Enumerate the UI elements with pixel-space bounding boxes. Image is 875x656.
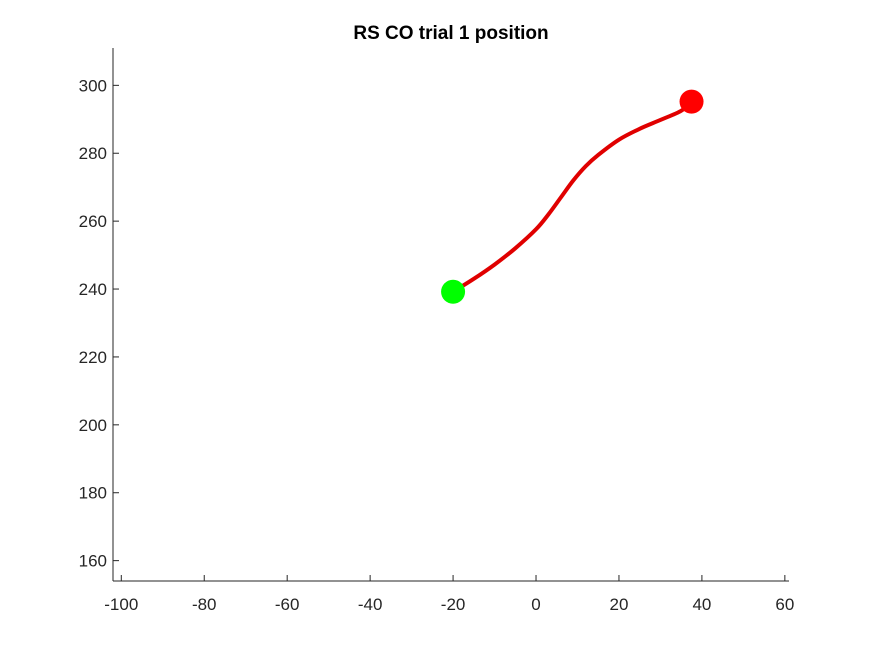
y-tick-label: 160 [79,552,107,571]
x-tick-label: -60 [275,595,300,614]
y-tick-label: 240 [79,280,107,299]
y-tick-label: 200 [79,416,107,435]
x-tick-label: 60 [775,595,794,614]
y-tick-label: 180 [79,484,107,503]
y-tick-label: 300 [79,76,107,95]
y-tick-label: 220 [79,348,107,367]
plot-markers [441,89,704,304]
x-tick-label: 40 [692,595,711,614]
y-tick-label: 260 [79,212,107,231]
x-tick-label: -80 [192,595,217,614]
x-tick-label: -40 [358,595,383,614]
trajectory-line [451,99,694,294]
chart-title: RS CO trial 1 position [353,23,548,44]
y-ticks: 160 180 200 220 240 260 280 300 [79,76,119,571]
x-tick-label: 0 [531,595,540,614]
x-tick-label: -20 [441,595,466,614]
axes [112,48,789,582]
x-tick-label: 20 [610,595,629,614]
start-point-marker [441,279,466,304]
end-point-marker [679,89,704,114]
x-tick-label: -100 [104,595,138,614]
x-ticks: -100 -80 -60 -40 -20 0 20 40 60 [104,575,794,614]
y-tick-label: 280 [79,144,107,163]
plot-series [451,99,694,294]
